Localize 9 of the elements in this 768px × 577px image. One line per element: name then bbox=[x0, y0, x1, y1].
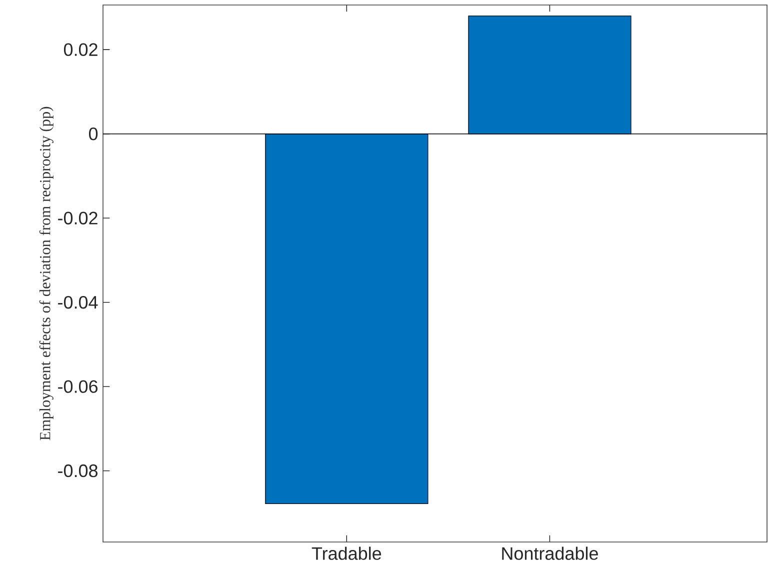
x-tick-label: Tradable bbox=[312, 546, 382, 560]
y-tick-label: -0.02 bbox=[58, 212, 98, 224]
y-tick-label: -0.04 bbox=[58, 296, 98, 309]
x-tick-label: Nontradable bbox=[502, 546, 598, 560]
y-tick-label: 0.02 bbox=[64, 43, 98, 56]
y-tick-label: 0 bbox=[88, 127, 98, 140]
y-axis-title: Employment effects of deviation from reciprocity (pp) bbox=[39, 106, 54, 440]
y-tick-label: -0.06 bbox=[58, 380, 98, 393]
y-tick-label: -0.08 bbox=[58, 464, 98, 478]
